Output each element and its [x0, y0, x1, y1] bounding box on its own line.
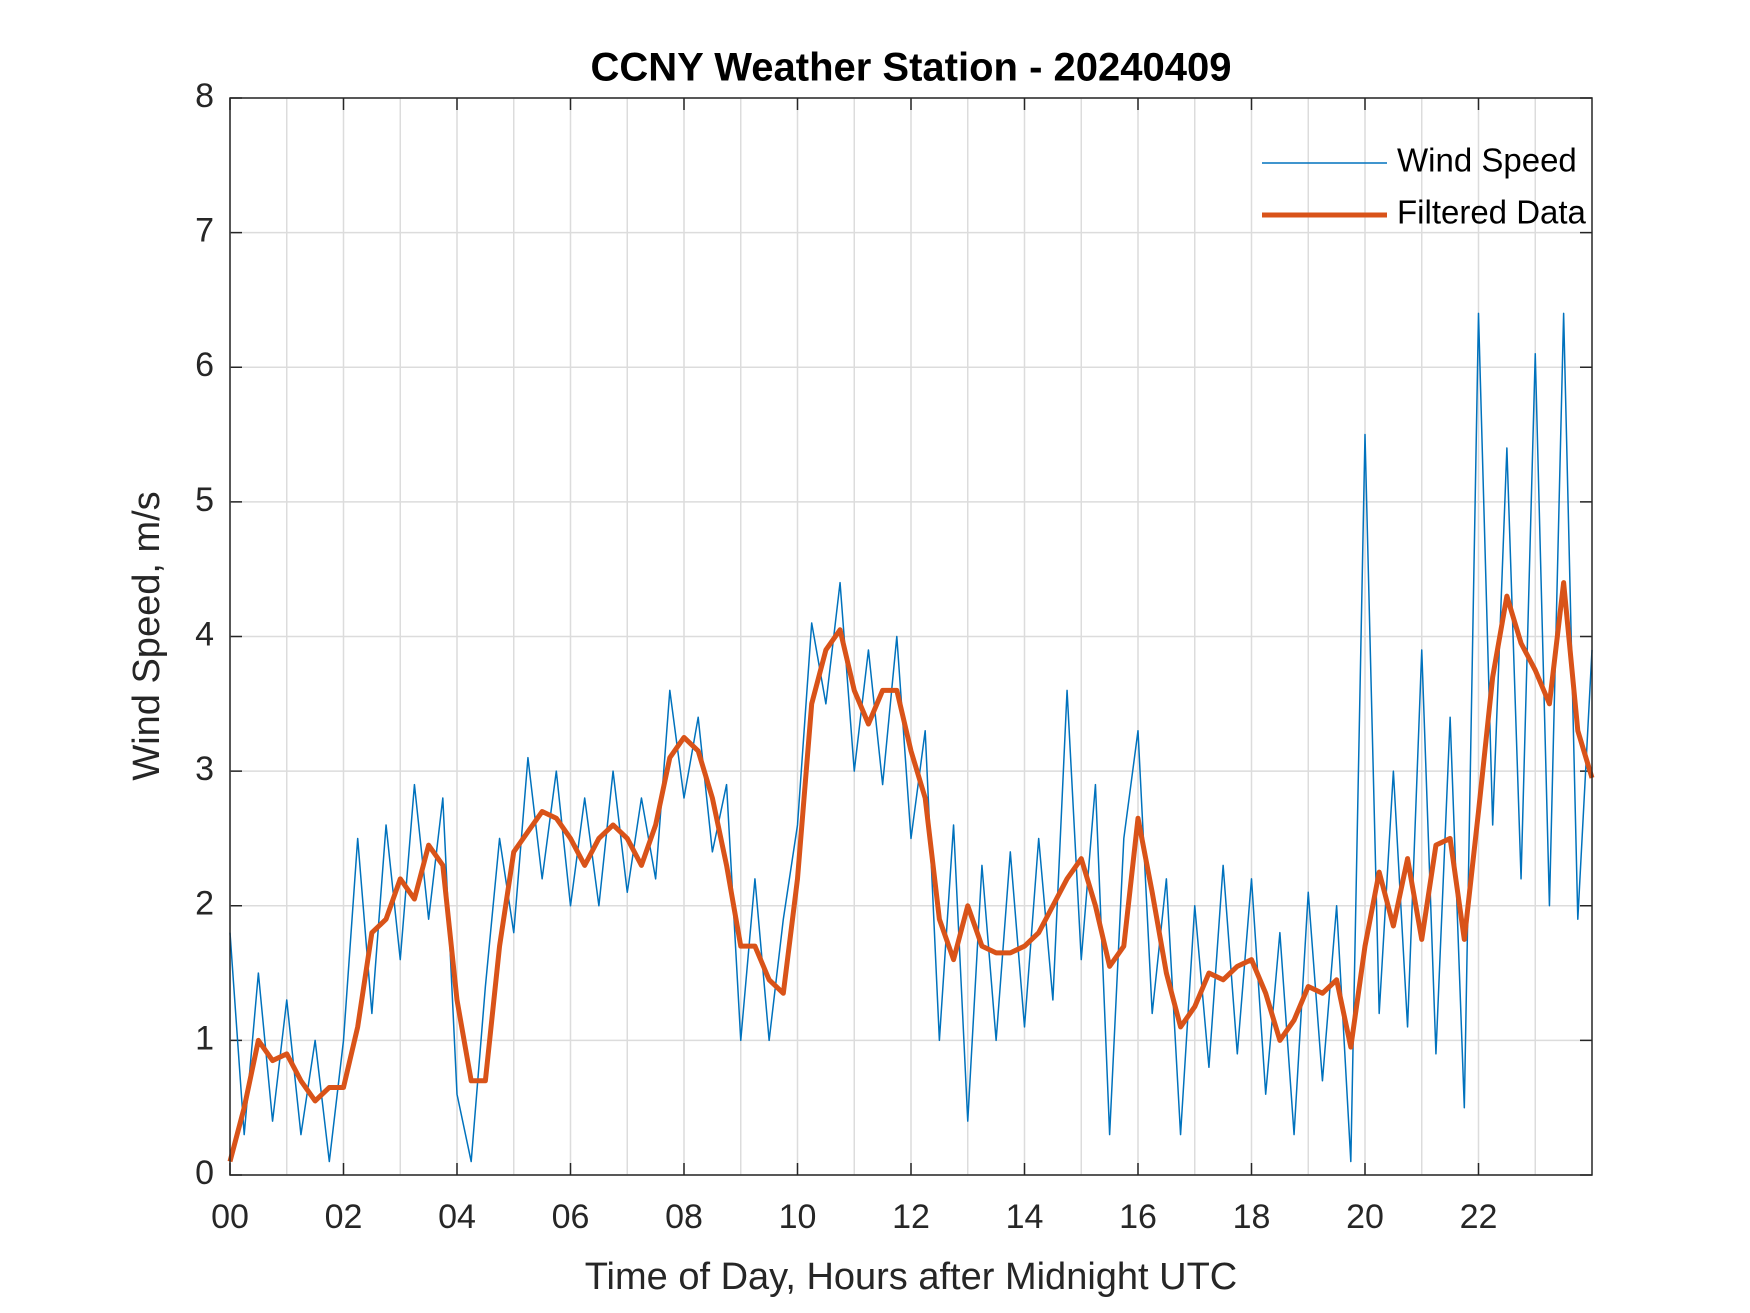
x-tick-label: 04 — [438, 1198, 476, 1236]
x-tick-label: 12 — [892, 1198, 930, 1236]
plot-frame — [229, 97, 1593, 1176]
x-tick-label: 14 — [1006, 1198, 1044, 1236]
y-axis-label: Wind Speed, m/s — [126, 491, 168, 780]
x-tick-label: 16 — [1119, 1198, 1157, 1236]
y-tick-label: 7 — [195, 212, 214, 250]
x-tick-label: 18 — [1233, 1198, 1271, 1236]
y-tick-label: 6 — [195, 346, 214, 384]
x-tick-label: 22 — [1460, 1198, 1498, 1236]
chart-title: CCNY Weather Station - 20240409 — [591, 46, 1232, 90]
x-axis-label: Time of Day, Hours after Midnight UTC — [585, 1256, 1238, 1298]
y-tick-label: 4 — [195, 615, 214, 653]
y-tick-label: 8 — [195, 77, 214, 115]
y-tick-label: 5 — [195, 481, 214, 519]
x-tick-label: 20 — [1346, 1198, 1384, 1236]
x-tick-label: 10 — [779, 1198, 817, 1236]
y-tick-label: 1 — [195, 1019, 214, 1057]
data-line — [229, 312, 1593, 1163]
y-tick-label: 2 — [195, 885, 214, 923]
x-tick-label: 02 — [325, 1198, 363, 1236]
x-tick-label: 00 — [211, 1198, 249, 1236]
legend-label: Filtered Data — [1397, 194, 1587, 231]
data-line — [227, 580, 1595, 1163]
y-tick-label: 3 — [195, 750, 214, 788]
legend-label: Wind Speed — [1397, 142, 1577, 179]
y-tick-label: 0 — [195, 1154, 214, 1192]
x-tick-label: 06 — [552, 1198, 590, 1236]
x-tick-label: 08 — [665, 1198, 703, 1236]
